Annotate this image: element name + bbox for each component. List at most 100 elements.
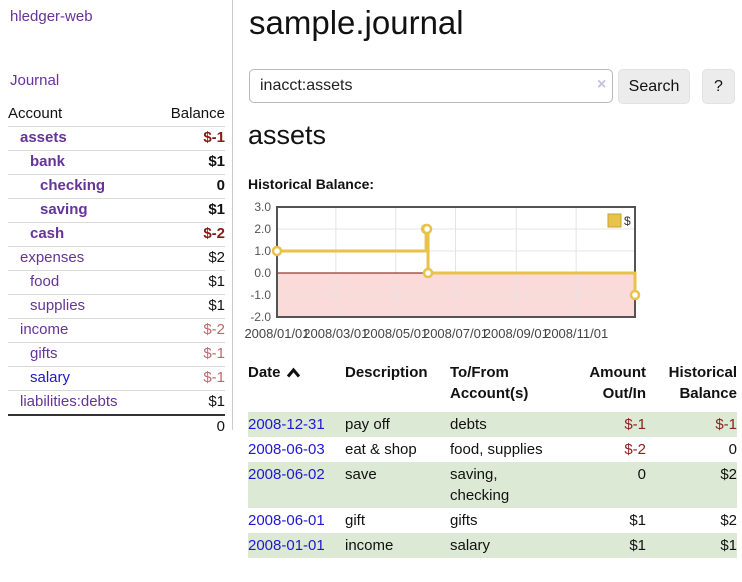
account-balance: $2 (153, 246, 225, 271)
account-balance: $1 (153, 198, 225, 223)
register-cell-balance: $2 (720, 512, 737, 529)
register-cell-amount: 0 (637, 466, 646, 483)
register-header-date-label: Date (248, 364, 281, 381)
clear-search-icon[interactable]: × (597, 76, 607, 93)
historical-balance-chart: $3.0 2.0 1.0 0.0 -1.0 -2.0 2008/01/012008/03/0… (244, 200, 641, 341)
app-title-link[interactable]: hledger-web (10, 8, 93, 25)
chart-data-point (271, 245, 283, 257)
account-balance: $-1 (153, 342, 225, 367)
account-link[interactable]: assets (20, 129, 67, 146)
y-axis-tick-label: 1.0 (254, 244, 271, 258)
x-axis-tick-label: 2008/07/01 (423, 326, 488, 341)
sidebar-accounts-table: Account Balance assets $-1 bank $1 checking 0… (8, 103, 225, 439)
transaction-date-link[interactable]: 2008-06-02 (248, 466, 325, 483)
register-cell-description: income (345, 537, 394, 554)
accounts-total-row: 0 (8, 414, 225, 439)
account-balance: $-2 (153, 318, 225, 343)
account-heading: assets (248, 120, 327, 150)
account-row: supplies $1 (8, 294, 225, 319)
transaction-date-link[interactable]: 2008-01-01 (248, 537, 325, 554)
account-row: expenses $2 (8, 246, 225, 271)
help-button[interactable]: ? (702, 69, 735, 104)
register-cell-balance: $2 (720, 466, 737, 483)
transaction-date-link[interactable]: 2008-06-03 (248, 441, 325, 458)
sidebar-divider (232, 0, 233, 430)
register-cell-accounts: food, supplies (450, 441, 543, 458)
register-row: 2008-01-01 income salary $1 $1 (248, 533, 737, 558)
account-row: gifts $-1 (8, 342, 225, 367)
y-axis-tick-label: -2.0 (250, 310, 271, 324)
register-header-date[interactable]: Date (248, 360, 345, 412)
register-header-accounts: To/From Account(s) (450, 364, 529, 402)
register-cell-description: gift (345, 512, 366, 529)
x-axis-tick-label: 2008/01/01 (244, 326, 309, 341)
accounts-total-spacer (8, 414, 154, 439)
y-axis-tick-label: 3.0 (254, 200, 271, 214)
account-balance: $1 (153, 390, 225, 416)
page-title: sample.journal (249, 4, 464, 41)
transaction-date-link[interactable]: 2008-06-01 (248, 512, 325, 529)
register-cell-accounts: gifts (450, 512, 478, 529)
register-cell-date: 2008-01-01 (248, 533, 345, 558)
account-link[interactable]: food (30, 273, 60, 290)
account-row: income $-2 (8, 318, 225, 343)
chart-data-point (421, 223, 433, 235)
register-cell-accounts: debts (450, 416, 487, 433)
register-header-description: Description (345, 364, 428, 381)
account-link[interactable]: saving (40, 201, 88, 218)
search-button[interactable]: Search (618, 69, 690, 104)
account-balance: $-1 (153, 126, 225, 151)
accounts-header-account: Account (8, 103, 154, 127)
register-header-amount: Amount Out/In (589, 364, 646, 402)
chart-legend-swatch (607, 213, 622, 228)
account-balance: $1 (153, 294, 225, 319)
account-link[interactable]: supplies (30, 297, 86, 314)
chart-border (276, 206, 636, 318)
register-cell-amount: $1 (629, 512, 646, 529)
account-link[interactable]: expenses (20, 249, 85, 266)
account-row: cash $-2 (8, 222, 225, 247)
register-cell-description: save (345, 466, 377, 483)
transaction-date-link[interactable]: 2008-12-31 (248, 416, 325, 433)
y-axis-tick-label: 0.0 (254, 266, 271, 280)
search-input[interactable] (249, 69, 613, 103)
register-table: Date Description To/From Account(s) Amou… (248, 360, 737, 558)
register-header-row: Date Description To/From Account(s) Amou… (248, 360, 737, 412)
account-row: salary $-1 (8, 366, 225, 391)
account-link[interactable]: cash (30, 225, 65, 242)
account-row: checking 0 (8, 174, 225, 199)
register-cell-date: 2008-06-01 (248, 508, 345, 533)
register-cell-balance: 0 (728, 441, 737, 458)
account-link[interactable]: bank (30, 153, 66, 170)
accounts-header-row: Account Balance (8, 103, 225, 127)
account-balance: $1 (153, 270, 225, 295)
register-cell-amount: $-2 (624, 441, 646, 458)
account-balance: $-2 (153, 222, 225, 247)
register-row: 2008-06-01 gift gifts $1 $2 (248, 508, 737, 533)
chart-title: Historical Balance: (248, 176, 375, 192)
account-row: saving $1 (8, 198, 225, 223)
account-link[interactable]: salary (30, 369, 71, 386)
chart-legend-label: $ (624, 214, 631, 228)
account-balance: $1 (153, 150, 225, 175)
account-link[interactable]: gifts (30, 345, 58, 362)
x-axis-tick-label: 2008/03/01 (303, 326, 368, 341)
x-axis-tick-label: 2008/09/01 (484, 326, 549, 341)
register-cell-date: 2008-12-31 (248, 412, 345, 437)
account-link[interactable]: checking (40, 177, 106, 194)
account-link[interactable]: liabilities:debts (20, 393, 118, 410)
account-row: food $1 (8, 270, 225, 295)
chart-data-point (629, 289, 641, 301)
sort-ascending-icon (286, 367, 300, 378)
accounts-total-value: 0 (153, 414, 225, 439)
account-row: bank $1 (8, 150, 225, 175)
accounts-header-balance: Balance (153, 103, 225, 127)
x-axis-tick-label: 2008/05/01 (363, 326, 428, 341)
chart-data-point (422, 267, 434, 279)
sidebar-item-journal[interactable]: Journal (10, 72, 60, 89)
account-link[interactable]: income (20, 321, 69, 338)
register-row: 2008-12-31 pay off debts $-1 $-1 (248, 412, 737, 437)
x-axis-tick-label: 2008/11/01 (544, 326, 608, 341)
register-cell-amount: $1 (629, 537, 646, 554)
